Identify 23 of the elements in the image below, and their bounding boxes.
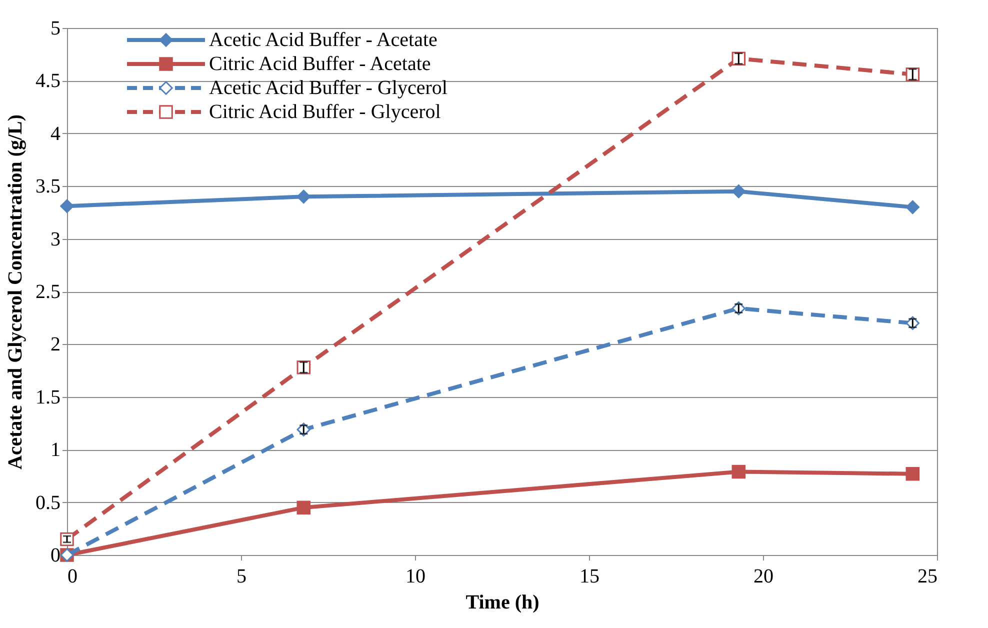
y-tick-label: 1.5 [36,386,60,408]
y-tick-label: 4.5 [36,70,60,92]
x-axis-title: Time (h) [466,592,540,614]
legend-label: Acetic Acid Buffer - Glycerol [209,77,448,99]
x-tick-label: 0 [68,566,78,588]
x-tick-label: 5 [236,566,246,588]
y-tick-label: 2 [50,334,60,356]
y-tick-label: 3 [50,228,60,250]
x-tick-label: 10 [406,566,426,588]
x-tick-label: 25 [918,566,938,588]
y-tick-label: 3.5 [36,176,60,198]
x-tick-label: 15 [580,566,600,588]
x-tick-label: 20 [754,566,774,588]
y-tick-label: 2.5 [36,281,60,303]
legend-label: Acetic Acid Buffer - Acetate [209,29,438,51]
y-tick-label: 0 [50,544,60,566]
y-tick-label: 1 [50,439,60,462]
y-tick-label: 0.5 [36,492,60,514]
y-tick-label: 4 [50,122,60,145]
legend-label: Citric Acid Buffer - Acetate [209,53,431,75]
y-tick-label: 5 [50,18,60,40]
legend-label: Citric Acid Buffer - Glycerol [209,101,442,123]
y-axis-title: Acetate and Glycerol Concentration (g/L) [4,114,26,470]
